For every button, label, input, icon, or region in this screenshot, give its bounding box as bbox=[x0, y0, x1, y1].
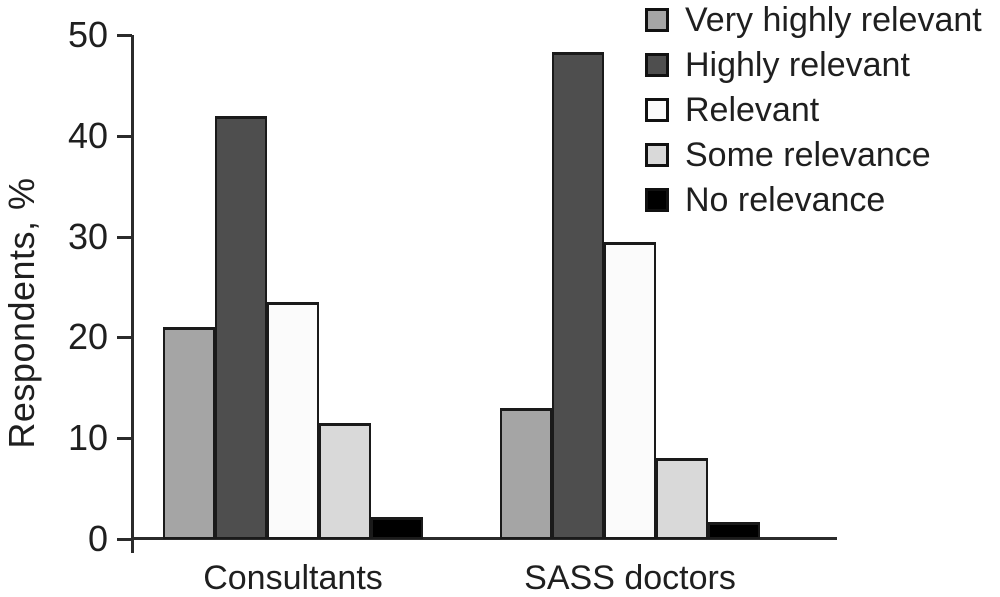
y-axis-tick bbox=[117, 34, 132, 37]
legend-item-relevant: Relevant bbox=[645, 93, 982, 127]
y-axis-tick bbox=[117, 538, 132, 541]
legend-swatch-icon bbox=[645, 8, 669, 32]
x-axis-label-sass-doctors: SASS doctors bbox=[524, 559, 736, 597]
y-axis-tick bbox=[117, 336, 132, 340]
y-tick-label: 10 bbox=[67, 417, 108, 459]
legend-swatch-icon bbox=[645, 188, 669, 212]
legend-swatch-icon bbox=[645, 98, 669, 122]
bar-no-relevance-consultants bbox=[371, 517, 423, 539]
legend-label: Highly relevant bbox=[685, 46, 910, 84]
x-axis-line bbox=[131, 537, 837, 540]
legend-item-highly-relevant: Highly relevant bbox=[645, 48, 982, 82]
y-tick-label: 0 bbox=[87, 518, 108, 559]
bar-no-relevance-sass-doctors bbox=[708, 522, 760, 539]
bar-highly-relevant-consultants bbox=[215, 116, 267, 539]
legend-label: Some relevance bbox=[685, 136, 931, 174]
y-tick-label: 40 bbox=[67, 114, 108, 156]
y-tick-label: 30 bbox=[67, 215, 108, 257]
bar-some-relevance-sass-doctors bbox=[656, 458, 708, 539]
y-axis-tick bbox=[117, 134, 132, 138]
legend-item-very-highly-relevant: Very highly relevant bbox=[645, 3, 982, 37]
legend-swatch-icon bbox=[645, 53, 669, 77]
y-axis-line bbox=[131, 35, 134, 553]
bar-some-relevance-consultants bbox=[319, 423, 371, 539]
x-axis-label-consultants: Consultants bbox=[203, 559, 383, 597]
legend-item-some-relevance: Some relevance bbox=[645, 138, 982, 172]
bar-very-highly-relevant-sass-doctors bbox=[500, 408, 552, 539]
bar-highly-relevant-sass-doctors bbox=[552, 52, 604, 539]
legend-label: No relevance bbox=[685, 181, 886, 219]
y-tick-label: 50 bbox=[67, 14, 108, 55]
bar-relevant-consultants bbox=[267, 302, 319, 539]
y-tick-label: 20 bbox=[67, 316, 108, 358]
y-axis-tick bbox=[117, 437, 132, 441]
bar-very-highly-relevant-consultants bbox=[163, 327, 215, 539]
legend: Very highly relevant Highly relevant Relev… bbox=[645, 3, 982, 228]
bar-relevant-sass-doctors bbox=[604, 242, 656, 539]
legend-label: Relevant bbox=[685, 91, 820, 129]
legend-label: Very highly relevant bbox=[685, 1, 982, 39]
y-axis-tick bbox=[117, 235, 132, 239]
legend-swatch-icon bbox=[645, 143, 669, 167]
legend-item-no-relevance: No relevance bbox=[645, 183, 982, 217]
